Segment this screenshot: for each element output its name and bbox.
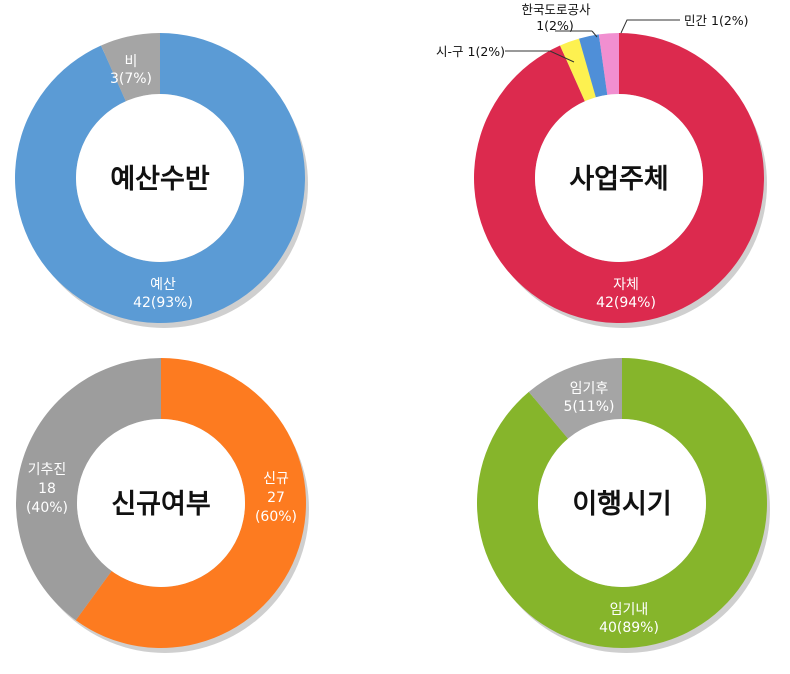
segment-label: 임기내 — [610, 602, 649, 618]
segment-label: 신규 — [263, 471, 289, 487]
donut-ring — [477, 358, 768, 648]
segment-value: 5(11%) — [564, 399, 615, 415]
segment-value: 42(94%) — [596, 295, 656, 311]
donut-ring — [14, 33, 305, 323]
chart-budget: 예산수반 비 3(7%) 예산 42(93%) — [14, 33, 308, 328]
donut-hole — [77, 419, 245, 587]
segment-label: 기추진 — [28, 462, 67, 478]
donut-ring — [474, 33, 764, 323]
segment-value: 27 — [267, 490, 285, 506]
external-label-ex-value: 1(2%) — [536, 18, 574, 33]
donut-segment-한국도로공사 — [579, 34, 608, 98]
donut-hole — [535, 94, 703, 262]
donut-segment-비 — [101, 33, 160, 102]
segment-value: 3(7%) — [110, 71, 152, 87]
leader-line-private — [620, 19, 680, 34]
external-label-ex-name: 한국도로공사 — [521, 2, 591, 17]
donut-ring — [16, 358, 307, 648]
segment-percent: (40%) — [26, 500, 68, 516]
donut-segment-임기후 — [528, 358, 622, 439]
donut-segment-자체 — [474, 33, 764, 323]
donut-segment-예산 — [14, 33, 305, 323]
center-label: 신규여부 — [111, 489, 210, 520]
segment-value: 42(93%) — [133, 295, 193, 311]
segment-percent: (60%) — [255, 509, 297, 525]
segment-value: 40(89%) — [599, 620, 659, 636]
segment-label: 자체 — [613, 277, 639, 293]
segment-label: 예산 — [150, 277, 176, 293]
center-label: 예산수반 — [110, 164, 210, 195]
donut-segment-임기내 — [477, 358, 768, 648]
donut-segment-시-구 — [560, 38, 596, 102]
donut-hole — [538, 419, 706, 587]
external-label-private: 민간 1(2%) — [684, 13, 749, 28]
center-label: 사업주체 — [569, 164, 668, 195]
center-label: 이행시기 — [572, 489, 671, 520]
segment-label: 비 — [125, 54, 138, 70]
donut-hole — [76, 94, 244, 262]
donut-segment-신규 — [75, 358, 307, 648]
segment-label: 임기후 — [570, 381, 609, 397]
chart-operator: 사업주체 자체 42(94%) 시-구 1(2%) 한국도로공사 1(2%) 민… — [436, 2, 767, 328]
external-label-sigu: 시-구 1(2%) — [436, 44, 505, 59]
chart-timing: 이행시기 임기후 5(11%) 임기내 40(89%) — [477, 358, 770, 653]
leader-line-sigu — [505, 50, 575, 63]
chart-new-status: 신규여부 신규 27 (60%) 기추진 18 (40%) — [16, 358, 309, 653]
leader-line-ex — [591, 30, 598, 38]
segment-value: 18 — [38, 481, 56, 497]
donut-segment-민간 — [598, 33, 619, 95]
donut-segment-기추진 — [16, 358, 161, 621]
